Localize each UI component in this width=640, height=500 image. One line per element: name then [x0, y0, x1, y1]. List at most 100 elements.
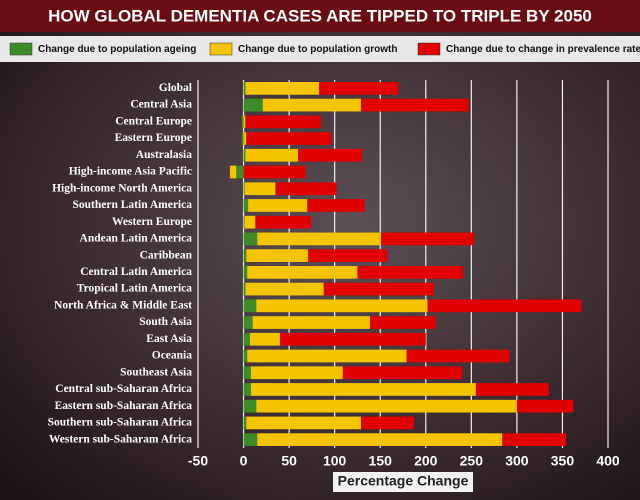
bar-segment [248, 199, 308, 212]
x-tick-label: 100 [323, 453, 347, 469]
bar-segment [361, 416, 414, 430]
bar-segment [243, 199, 249, 212]
y-tick-label: Southern Latin America [73, 199, 193, 211]
bar-segment [516, 399, 574, 413]
bar-segment [243, 182, 245, 196]
bar-segment [243, 399, 257, 413]
bar-segment [246, 416, 362, 430]
y-tick-label: Central Asia [130, 99, 192, 111]
y-tick-label: Global [159, 82, 192, 94]
x-tick-label: 250 [460, 453, 484, 469]
x-tick-label: 0 [240, 453, 248, 469]
legend-band [0, 36, 640, 62]
bar-segment [246, 249, 309, 262]
bar-segment [243, 115, 246, 129]
bar-segment [244, 215, 256, 229]
x-tick-label: 200 [414, 453, 438, 469]
bar-segment [247, 266, 358, 279]
bar-segment [252, 316, 371, 329]
bar-segment [475, 383, 549, 396]
x-axis-label: Percentage Change [338, 473, 469, 489]
y-tick-label: Australasia [136, 149, 192, 161]
bar-segment [250, 383, 476, 396]
bar-segment [280, 332, 426, 346]
x-tick-label: 50 [281, 453, 297, 469]
bar-segment [241, 115, 244, 129]
bar-segment [342, 366, 463, 380]
y-tick-label: Eastern sub-Saharan Africa [55, 400, 193, 412]
bar-segment [370, 316, 436, 329]
x-tick-label: 400 [596, 453, 620, 469]
bar-segment [502, 433, 567, 446]
y-tick-label: Western Europe [112, 216, 192, 228]
x-tick-label: 150 [369, 453, 393, 469]
legend-swatch [417, 42, 441, 56]
y-tick-label: North Africa & Middle East [54, 299, 192, 311]
bar-segment [229, 165, 237, 179]
bar-segment [243, 232, 258, 246]
y-tick-label: High-income Asia Pacific [69, 166, 192, 178]
bar-segment [357, 266, 464, 279]
bar-segment [257, 433, 503, 446]
bar-segment [381, 232, 475, 246]
bar-segment [243, 366, 251, 380]
bar-segment [298, 148, 362, 162]
legend-swatch [9, 42, 33, 56]
bar-segment [243, 249, 247, 262]
bar-segment [245, 282, 324, 296]
y-tick-label: Eastern Europe [115, 132, 192, 144]
bar-segment [243, 433, 258, 446]
y-tick-label: Central Latin America [80, 266, 192, 278]
bar-segment [427, 299, 582, 313]
y-tick-label: Southern sub-Saharan Africa [48, 417, 193, 429]
y-tick-label: Andean Latin America [80, 233, 193, 245]
bar-segment [241, 132, 244, 145]
bar-segment [243, 165, 306, 179]
y-tick-label: Central Europe [115, 115, 192, 127]
bar-segment [243, 266, 248, 279]
y-tick-label: Tropical Latin America [77, 283, 192, 295]
y-tick-label: High-income North America [52, 182, 192, 194]
legend-label: Change due to population ageing [38, 44, 196, 55]
bar-segment [256, 299, 428, 313]
x-label-box [333, 472, 473, 492]
y-tick-label: Western sub-Saharam Africa [49, 433, 192, 445]
x-tick-label: 350 [551, 453, 575, 469]
bar-segment [319, 82, 399, 95]
legend-label: Change due to change in prevalence rate [446, 44, 640, 55]
y-tick-label: Central sub-Saharan Africa [55, 383, 192, 395]
bar-segment [247, 349, 407, 363]
bar-segment [243, 82, 246, 95]
title-band [0, 0, 640, 32]
x-tick-label: 300 [505, 453, 529, 469]
bar-segment [250, 366, 343, 380]
bar-segment [243, 332, 250, 346]
bar-segment [243, 132, 247, 145]
legend-swatch [209, 42, 233, 56]
bar-segment [244, 182, 276, 196]
bar-segment [243, 299, 257, 313]
y-tick-label: South Asia [139, 316, 192, 328]
bar-segment [406, 349, 510, 363]
bar-segment [243, 282, 246, 296]
bar-segment [275, 182, 337, 196]
bar-segment [257, 232, 382, 246]
bar-segment [262, 98, 362, 112]
y-tick-label: Southeast Asia [120, 366, 192, 378]
bar-segment [249, 332, 280, 346]
bar-segment [243, 215, 245, 229]
bar-segment [256, 399, 517, 413]
bar-segment [243, 148, 246, 162]
bar-segment [245, 148, 299, 162]
bar-segment [245, 82, 320, 95]
bar-segment [255, 215, 311, 229]
bar-segment [307, 199, 365, 212]
bar-segment [246, 132, 332, 145]
bar-segment [243, 383, 251, 396]
bar-segment [236, 165, 244, 179]
bar-segment [243, 416, 247, 430]
y-tick-label: East Asia [146, 333, 192, 345]
legend-label: Change due to population growth [238, 44, 397, 55]
bar-segment [243, 349, 248, 363]
